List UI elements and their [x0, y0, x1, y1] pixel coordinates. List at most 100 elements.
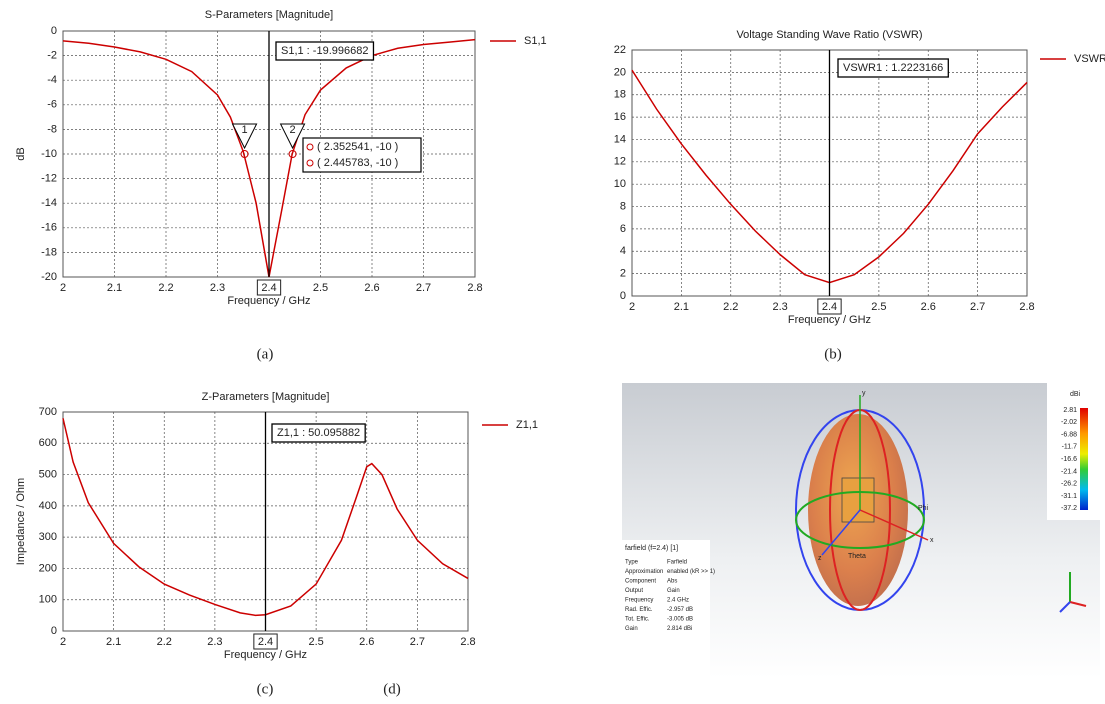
- marker-name: 1: [241, 124, 247, 136]
- x-tick-label: 2.8: [467, 282, 482, 294]
- x-tick-label: 2: [60, 636, 66, 648]
- axis-label: z: [818, 555, 822, 562]
- info-cell: Frequency: [625, 598, 653, 604]
- y-tick-label: 22: [614, 44, 626, 56]
- colorbar-label: -11.7: [1062, 444, 1078, 451]
- y-tick-label: 8: [620, 200, 626, 212]
- y-tick-label: -20: [41, 271, 57, 283]
- x-tick-label: 2.1: [107, 282, 122, 294]
- x-tick-label: 2.3: [207, 636, 222, 648]
- info-cell: Type: [625, 560, 639, 566]
- caption: (c): [257, 681, 274, 697]
- x-tick-label: 2.6: [921, 301, 936, 313]
- y-tick-label: -18: [41, 246, 57, 258]
- x-tick-label: 2.2: [723, 301, 738, 313]
- axis-label: Theta: [848, 553, 866, 560]
- y-tick-label: -2: [47, 50, 57, 62]
- x-axis-label: Frequency / GHz: [224, 649, 307, 661]
- info-cell: Output: [625, 588, 643, 594]
- y-tick-label: 18: [614, 89, 626, 101]
- y-tick-label: 10: [614, 178, 626, 190]
- annotation: Z1,1 : 50.095882: [277, 427, 360, 439]
- x-tick-label: 2.1: [106, 636, 121, 648]
- x-tick-label: 2.2: [157, 636, 172, 648]
- x-axis-label: Frequency / GHz: [227, 295, 310, 307]
- colorbar: [1080, 408, 1088, 510]
- y-tick-label: 6: [620, 223, 626, 235]
- y-tick-label: 100: [39, 594, 57, 606]
- x-tick-label: 2: [629, 301, 635, 313]
- legend-label: S1,1: [524, 35, 547, 47]
- x-tick-label: 2.2: [158, 282, 173, 294]
- x-tick-label: 2.1: [674, 301, 689, 313]
- info-cell: 2.814 dBi: [667, 626, 692, 632]
- caption: (d): [383, 681, 401, 697]
- x-tick-label: 2.4: [261, 282, 276, 294]
- legend-label: Z1,1: [516, 419, 538, 431]
- farfield-panel: [622, 383, 1100, 678]
- x-tick-label: 2.5: [308, 636, 323, 648]
- axis-label: x: [930, 537, 934, 544]
- axis-label: Phi: [918, 505, 929, 512]
- x-tick-label: 2.5: [313, 282, 328, 294]
- y-tick-label: 400: [39, 500, 57, 512]
- y-tick-label: 12: [614, 156, 626, 168]
- y-tick-label: 0: [620, 290, 626, 302]
- x-tick-label: 2.7: [416, 282, 431, 294]
- colorbar-label: -21.4: [1061, 468, 1077, 475]
- colorbar-label: -26.2: [1061, 481, 1077, 488]
- colorbar-label: -6.88: [1061, 431, 1077, 438]
- y-tick-label: 0: [51, 25, 57, 37]
- axis-label: y: [862, 390, 866, 397]
- y-tick-label: -8: [47, 123, 57, 135]
- info-cell: Approximation: [625, 569, 663, 575]
- figure: (b) S-Parameters [Magnitude] 2 2.1 2.2 2.3 2.…: [0, 0, 1105, 704]
- caption: (a): [257, 346, 274, 362]
- y-tick-label: -16: [41, 222, 57, 234]
- chart-title: Z-Parameters [Magnitude]: [202, 391, 330, 403]
- x-tick-label: 2.8: [1019, 301, 1034, 313]
- info-cell: Gain: [667, 588, 680, 594]
- info-cell: Farfield: [667, 560, 687, 566]
- info-cell: Gain: [625, 626, 638, 632]
- colorbar-label: -16.6: [1061, 456, 1077, 463]
- caption: (b): [824, 346, 842, 362]
- y-tick-label: -10: [41, 148, 57, 160]
- y-axis-label: dB: [15, 147, 27, 160]
- y-tick-label: -14: [41, 197, 57, 209]
- y-tick-label: 16: [614, 111, 626, 123]
- x-tick-label: 2.6: [359, 636, 374, 648]
- x-tick-label: 2.3: [772, 301, 787, 313]
- annotation: VSWR1 : 1.2223166: [843, 62, 943, 74]
- info-title: farfield (f=2.4) [1]: [625, 545, 678, 552]
- colorbar-label: -37.2: [1061, 505, 1077, 512]
- x-tick-label: 2.3: [210, 282, 225, 294]
- marker-label: ( 2.445783, -10 ): [317, 157, 398, 169]
- x-tick-label: 2.7: [970, 301, 985, 313]
- colorbar-unit: dBi: [1070, 391, 1081, 398]
- y-tick-label: 4: [620, 245, 626, 257]
- y-tick-label: 14: [614, 133, 626, 145]
- y-tick-label: 20: [614, 66, 626, 78]
- x-axis-label: Frequency / GHz: [788, 314, 871, 326]
- annotation: S1,1 : -19.996682: [281, 45, 368, 57]
- chart-title: Voltage Standing Wave Ratio (VSWR): [736, 29, 922, 41]
- y-tick-label: 0: [51, 625, 57, 637]
- y-tick-label: 2: [620, 268, 626, 280]
- info-cell: Tot. Effic.: [625, 617, 650, 623]
- marker-label: ( 2.352541, -10 ): [317, 141, 398, 153]
- x-tick-label: 2.7: [410, 636, 425, 648]
- chart-title: S-Parameters [Magnitude]: [205, 9, 333, 21]
- x-tick-label: 2.5: [871, 301, 886, 313]
- info-cell: -3.005 dB: [667, 617, 693, 623]
- y-tick-label: -4: [47, 74, 57, 86]
- info-cell: Rad. Effic.: [625, 607, 653, 613]
- x-tick-label: 2.6: [364, 282, 379, 294]
- legend-label: VSWR1: [1074, 53, 1105, 65]
- y-tick-label: 200: [39, 562, 57, 574]
- colorbar-label: -31.1: [1061, 493, 1077, 500]
- x-tick-label: 2: [60, 282, 66, 294]
- x-tick-label: 2.4: [258, 636, 273, 648]
- info-cell: Component: [625, 579, 656, 585]
- y-tick-label: 300: [39, 531, 57, 543]
